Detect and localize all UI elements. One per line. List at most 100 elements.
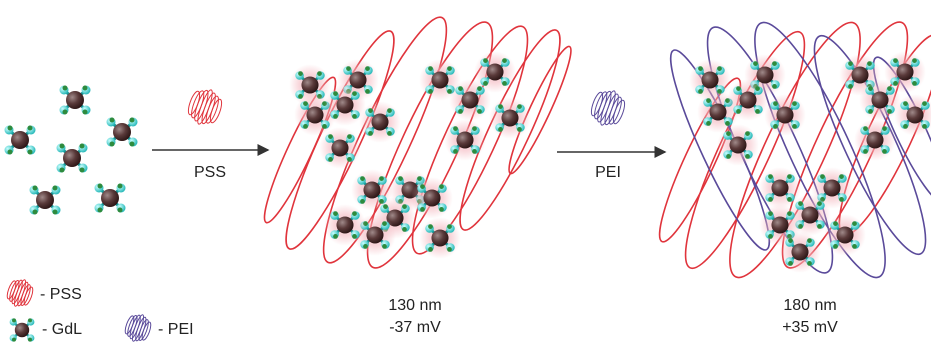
atom [893,58,898,63]
gdl-molecule [717,124,759,166]
atom [12,338,16,342]
molecule-core [363,181,380,198]
atom [402,204,407,209]
atom [365,89,370,94]
atom [768,211,773,216]
particle-charge: +35 mV [782,319,838,336]
atom [60,144,65,149]
molecule-core [836,226,853,243]
atom [768,174,773,179]
legend-label: - PSS [40,286,82,303]
atom [83,110,88,115]
molecule-core [331,139,348,156]
atom [303,101,308,106]
coil [4,276,36,311]
atom [768,234,773,239]
atom [130,118,135,123]
atom [773,101,778,106]
atom [333,234,338,239]
molecule-core [801,206,818,223]
molecule-core [36,191,54,209]
atom [382,244,387,249]
atom [912,81,917,86]
atom [333,91,338,96]
atom [745,154,750,159]
gdl-molecule [57,144,88,173]
legend-label: - GdL [42,321,82,338]
atom [698,66,703,71]
molecule-core [371,113,388,130]
atom [63,110,68,115]
atom [787,174,792,179]
molecule-core [486,63,503,80]
atom [502,81,507,86]
gdl-molecule [359,101,401,143]
gdl-molecule [95,184,126,213]
molecule-core [756,66,773,83]
molecule-core [336,96,353,113]
gdl-molecule [419,217,461,259]
atom [387,131,392,136]
atom [753,61,758,66]
gdl-molecule [30,186,61,215]
molecule-core [729,136,746,153]
atom [98,184,103,189]
atom [903,124,908,129]
molecule-core [366,226,383,243]
atom [868,86,873,91]
shapes [4,7,931,345]
molecule-core [906,106,923,123]
atom [83,86,88,91]
atom [788,238,793,243]
atom [745,131,750,136]
atom [472,126,477,131]
molecule-core [66,91,84,109]
atom [383,204,388,209]
atom [498,104,503,109]
atom [110,142,115,147]
molecule-core [896,63,913,80]
atom [887,86,892,91]
atom [698,89,703,94]
atom [298,94,303,99]
atom [447,247,452,252]
atom [725,121,730,126]
atom [333,114,338,119]
atom [787,211,792,216]
atom [772,61,777,66]
atom [28,150,33,155]
atom [352,234,357,239]
atom [788,261,793,266]
atom [882,149,887,154]
gdl-molecule [324,204,366,246]
atom [820,174,825,179]
coil [184,85,226,130]
atom [333,211,338,216]
atom [63,86,68,91]
atom [477,109,482,114]
molecule-core [301,76,318,93]
atom [798,201,803,206]
gdl-molecule [489,97,531,139]
gdl-molecule [319,127,361,169]
gdl-molecule [764,94,806,136]
molecule-core [431,229,448,246]
molecule-core [456,131,473,148]
molecule-core [101,189,119,207]
atom [922,124,927,129]
atom [428,89,433,94]
gdl-molecule [727,79,769,121]
molecule-core [709,103,726,120]
atom [12,318,16,322]
molecule-core [306,106,323,123]
molecule-core [823,179,840,196]
atom [472,149,477,154]
particle-charge: -37 mV [389,319,441,336]
atom [368,108,373,113]
gdl-molecule [854,119,896,161]
atom [439,184,444,189]
atom [420,184,425,189]
atom [882,126,887,131]
atom [773,124,778,129]
atom [772,84,777,89]
